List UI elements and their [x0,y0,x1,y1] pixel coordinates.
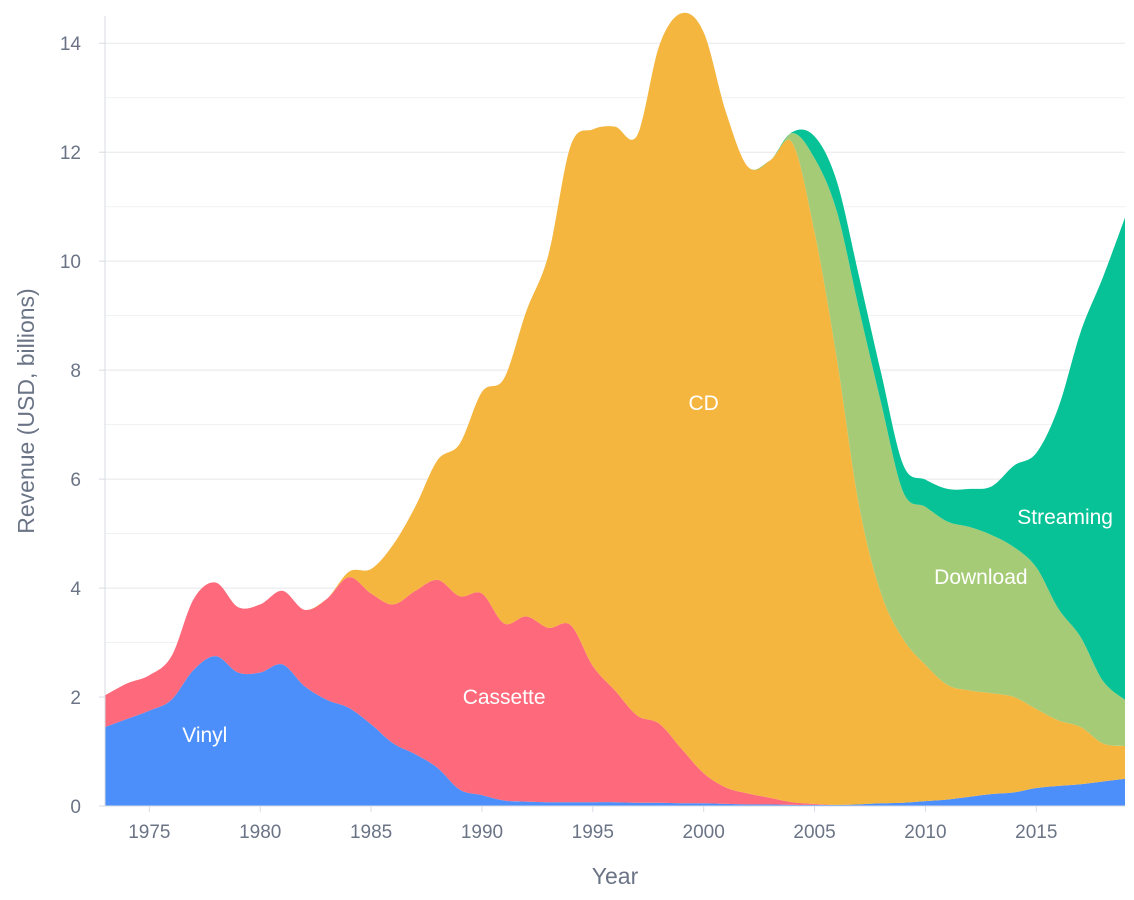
y-tick-label-8: 8 [70,361,81,382]
series-label-cassette: Cassette [463,686,546,709]
area-cassette [105,577,1125,805]
series-labels: Vinyl Cassette CD Download Streaming [182,392,1113,747]
area-cd [105,12,1125,805]
y-tick-label-2: 2 [70,688,81,709]
x-axis-title: Year [592,863,639,889]
y-tick-label-14: 14 [60,34,82,55]
area-vinyl [105,656,1125,806]
series-label-vinyl: Vinyl [182,724,227,747]
x-tick-label-2005: 2005 [793,822,835,843]
axes [104,16,1125,807]
y-tick-label-6: 6 [70,470,81,491]
y-tick-label-12: 12 [60,143,81,164]
series-label-cd: CD [689,392,719,415]
x-tick-label-2015: 2015 [1015,822,1057,843]
y-tick-label-4: 4 [70,579,81,600]
x-tick-label-2010: 2010 [904,822,946,843]
series-label-download: Download [934,566,1027,589]
tick-labels: 1975 1980 1985 1990 1995 2000 2005 2010 2015 0 2 4 6… [60,34,1058,843]
x-tick-label-2000: 2000 [683,822,725,843]
x-tick-label-1985: 1985 [350,822,392,843]
area-download [105,12,1125,747]
y-tick-label-10: 10 [60,252,81,273]
x-tick-label-1980: 1980 [239,822,281,843]
x-tick-label-1995: 1995 [572,822,614,843]
x-tick-label-1975: 1975 [128,822,170,843]
x-tick-label-1990: 1990 [461,822,503,843]
series-label-streaming: Streaming [1017,506,1113,529]
area-series [105,12,1125,806]
y-axis-title: Revenue (USD, billions) [13,288,39,533]
y-tick-label-0: 0 [70,797,81,818]
